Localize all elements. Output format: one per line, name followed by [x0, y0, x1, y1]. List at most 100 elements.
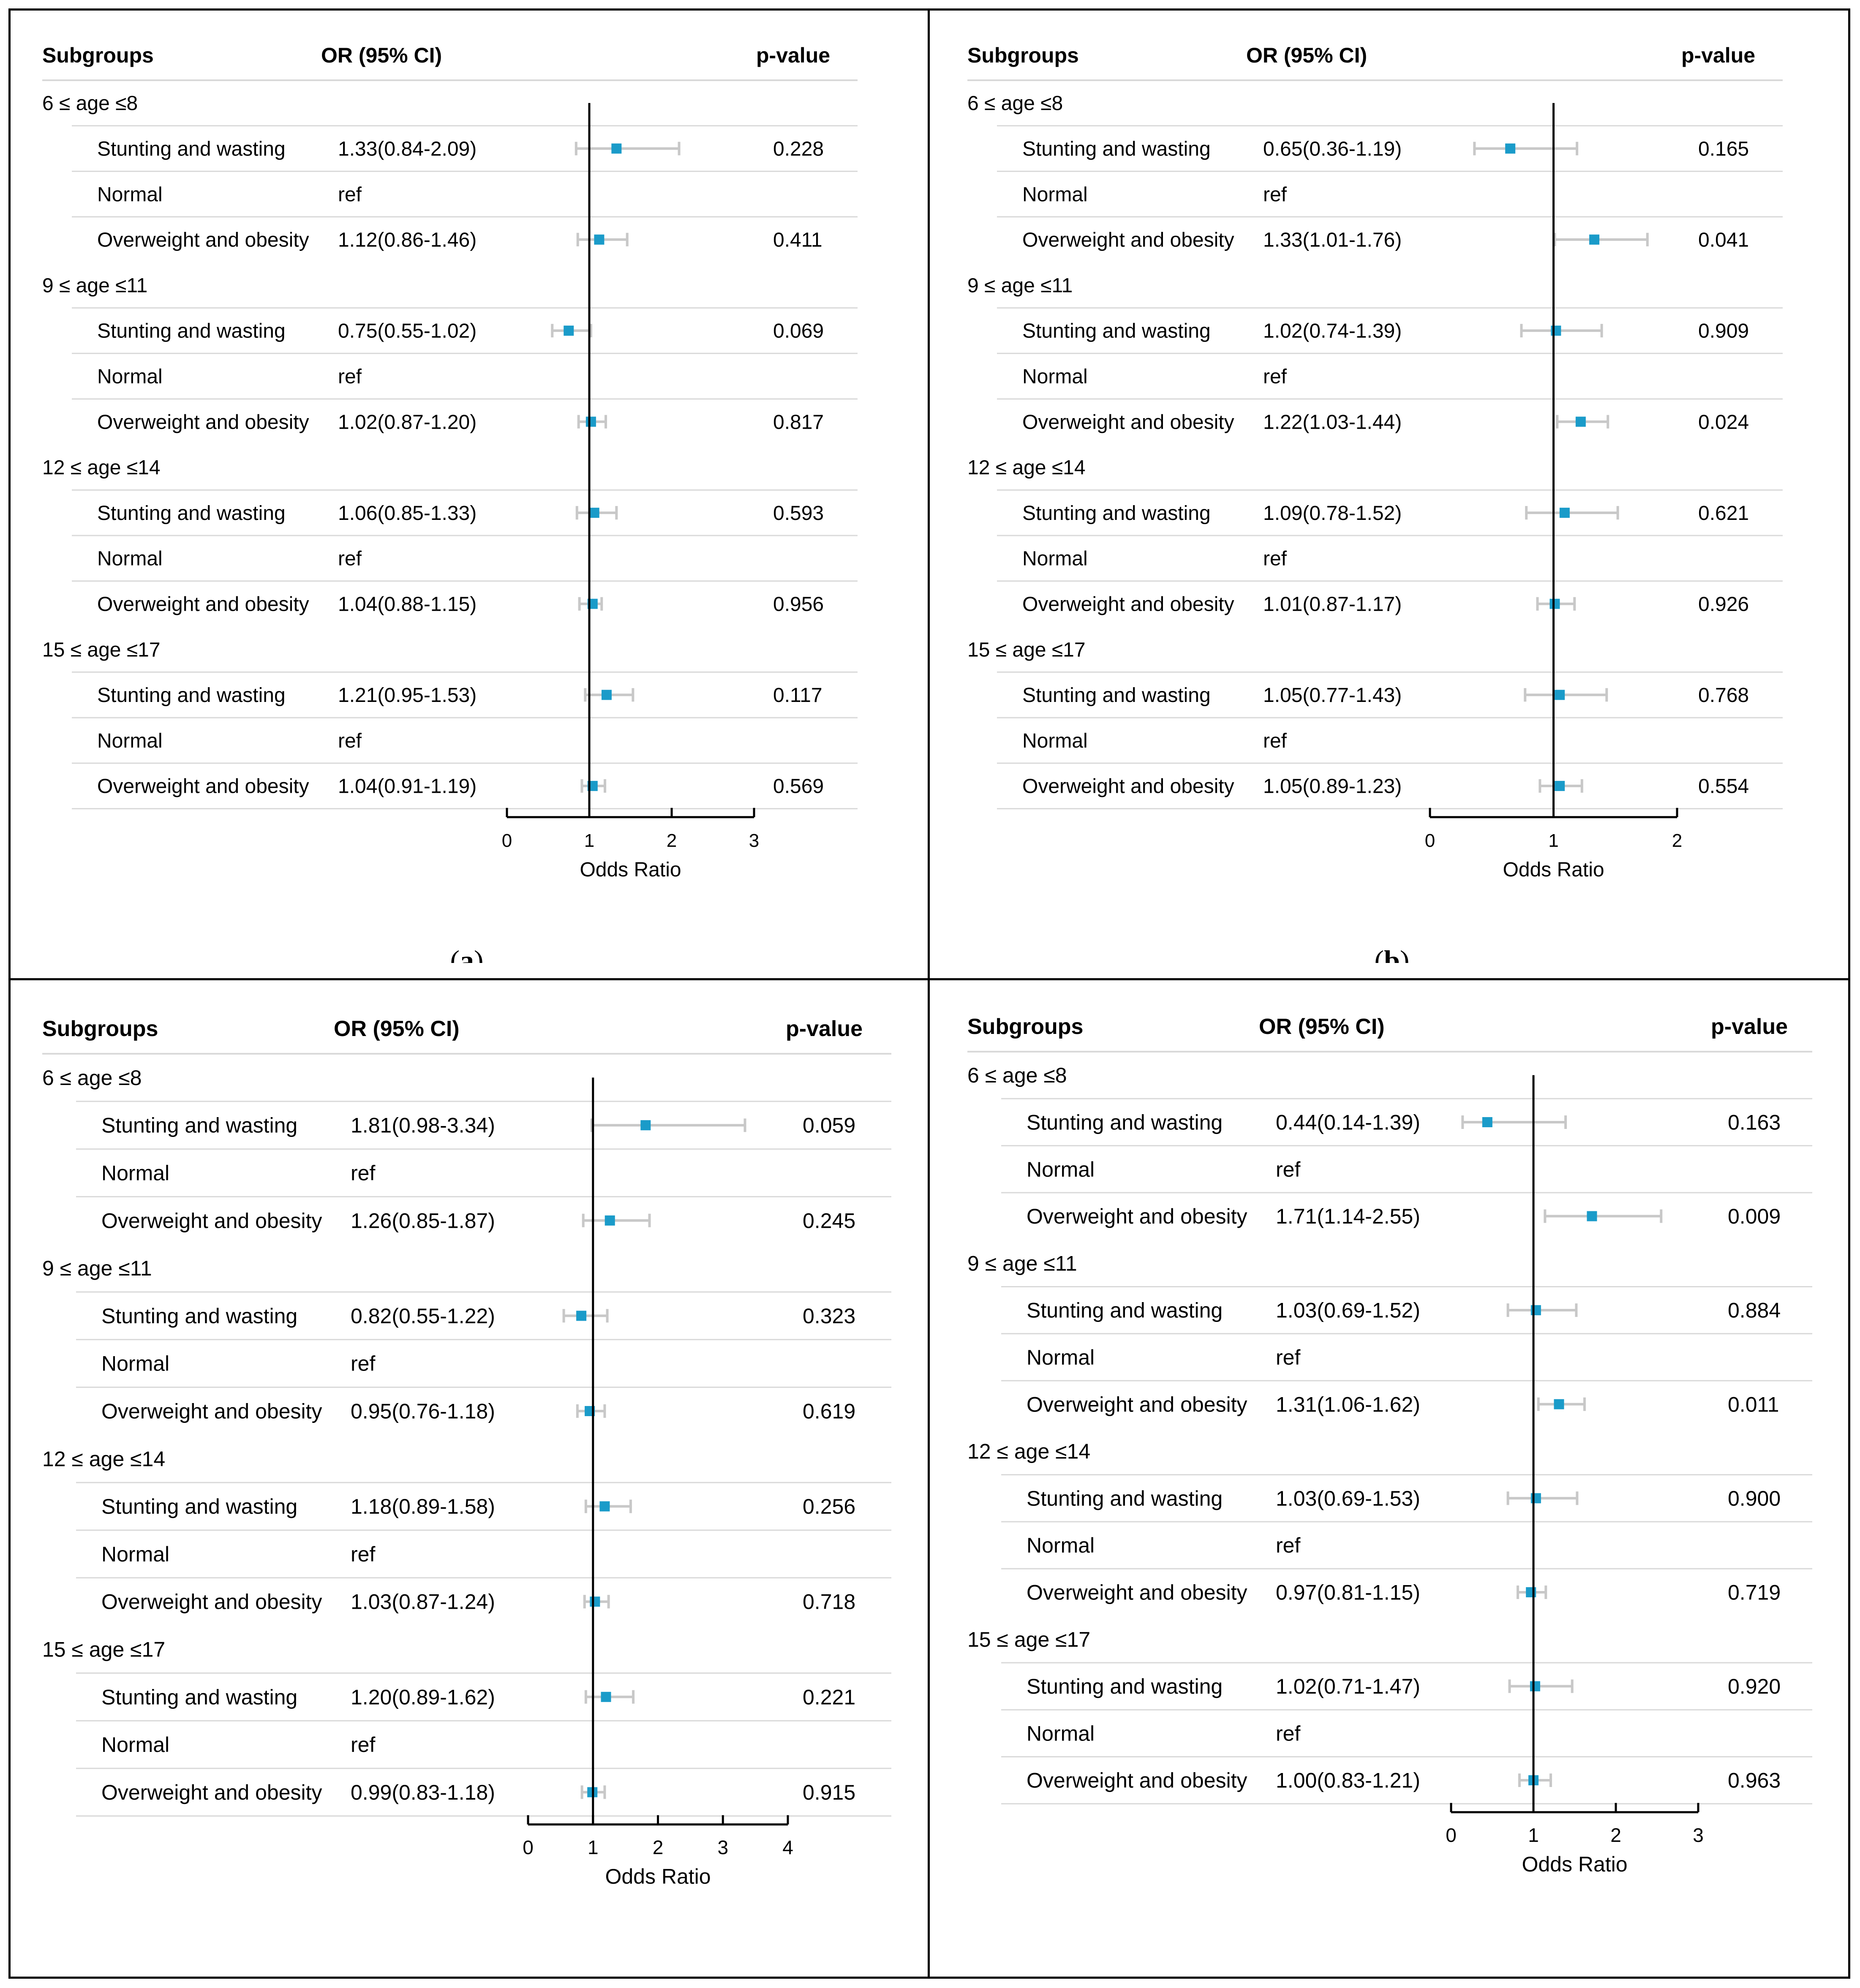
group-label: 6 ≤ age ≤8 — [42, 92, 138, 115]
p-value-text: 0.024 — [1698, 411, 1749, 433]
or-ci-text: 0.82(0.55-1.22) — [351, 1304, 495, 1328]
or-point-marker — [1587, 1211, 1597, 1221]
or-ci-text: 1.21(0.95-1.53) — [338, 684, 477, 707]
group-label: 15 ≤ age ≤17 — [42, 1638, 165, 1662]
header-subgroups: Subgroups — [42, 1017, 158, 1041]
group-label: 12 ≤ age ≤14 — [967, 1440, 1090, 1463]
p-value-text: 0.245 — [803, 1209, 855, 1232]
or-point-marker — [589, 508, 599, 518]
row-label: Overweight and obesity — [101, 1781, 322, 1804]
or-ci-text: ref — [1263, 183, 1287, 206]
row-label: Normal — [1027, 1346, 1095, 1369]
row-label: Overweight and obesity — [1022, 775, 1234, 798]
forest-panel-b: Subgroups OR (95% CI) p-value 6 ≤ age ≤8 Stu… — [938, 13, 1846, 963]
or-ci-text: ref — [1263, 730, 1287, 752]
row-label: Overweight and obesity — [101, 1590, 322, 1614]
x-tick-label: 0 — [1446, 1824, 1457, 1846]
or-point-marker — [1555, 690, 1565, 700]
or-ci-text: 1.04(0.88-1.15) — [338, 593, 477, 616]
or-ci-text: 1.00(0.83-1.21) — [1276, 1769, 1420, 1792]
or-point-marker — [601, 690, 612, 700]
or-ci-text: ref — [1276, 1534, 1300, 1557]
row-label: Overweight and obesity — [97, 229, 309, 251]
or-ci-text: ref — [1263, 366, 1287, 388]
forest-plot-c: Subgroups OR (95% CI) p-value 6 ≤ age ≤8 Stu… — [42, 1017, 891, 1888]
group-label: 9 ≤ age ≤11 — [42, 1256, 152, 1280]
row-label: Normal — [101, 1352, 169, 1376]
or-ci-text: 1.81(0.98-3.34) — [351, 1114, 495, 1137]
row-label: Stunting and wasting — [1027, 1675, 1223, 1698]
or-ci-text: ref — [351, 1352, 375, 1376]
row-label: Stunting and wasting — [97, 138, 286, 160]
group-label: 9 ≤ age ≤11 — [42, 275, 147, 297]
row-label: Normal — [1022, 366, 1088, 388]
or-ci-text: ref — [338, 730, 362, 752]
or-ci-text: 0.75(0.55-1.02) — [338, 320, 477, 343]
header-subgroups: Subgroups — [967, 44, 1079, 67]
forest-panel-a: Subgroups OR (95% CI) p-value 6 ≤ age ≤8 Stu… — [13, 13, 921, 963]
panel-label-a: a — [460, 944, 474, 963]
or-point-marker — [576, 1311, 587, 1321]
x-tick-label: 2 — [653, 1836, 664, 1858]
or-ci-text: 1.18(0.89-1.58) — [351, 1495, 495, 1518]
p-value-text: 0.963 — [1728, 1769, 1781, 1792]
or-ci-text: 1.71(1.14-2.55) — [1276, 1205, 1420, 1228]
group-label: 12 ≤ age ≤14 — [42, 1447, 165, 1471]
row-label: Stunting and wasting — [1022, 684, 1211, 707]
row-label: Stunting and wasting — [97, 684, 286, 707]
p-value-text: 0.920 — [1728, 1675, 1781, 1698]
or-point-marker — [1482, 1117, 1492, 1127]
or-ci-text: 1.03(0.69-1.53) — [1276, 1487, 1420, 1510]
row-label: Overweight and obesity — [1022, 411, 1234, 433]
x-tick-label: 3 — [749, 830, 759, 851]
group-label: 9 ≤ age ≤11 — [967, 275, 1073, 297]
row-label: Stunting and wasting — [1022, 138, 1211, 160]
p-value-text: 0.554 — [1698, 775, 1749, 798]
forest-panel-c: Subgroups OR (95% CI) p-value 6 ≤ age ≤8 Stu… — [13, 984, 921, 1934]
x-tick-label: 1 — [584, 830, 594, 851]
row-label: Overweight and obesity — [97, 775, 309, 798]
row-label: Normal — [101, 1733, 169, 1757]
or-point-marker — [1505, 143, 1516, 154]
or-point-marker — [590, 1596, 600, 1607]
p-value-text: 0.411 — [773, 229, 822, 251]
row-label: Stunting and wasting — [101, 1304, 297, 1328]
row-label: Normal — [97, 183, 163, 206]
or-ci-text: ref — [1276, 1721, 1300, 1745]
row-label: Overweight and obesity — [1027, 1392, 1247, 1416]
row-label: Normal — [1027, 1534, 1095, 1557]
or-ci-text: 1.33(1.01-1.76) — [1263, 229, 1402, 251]
row-label: Normal — [97, 548, 163, 570]
or-ci-text: 1.01(0.87-1.17) — [1263, 593, 1402, 616]
or-ci-text: ref — [351, 1733, 375, 1757]
row-label: Normal — [1022, 183, 1088, 206]
header-p-value: p-value — [756, 44, 830, 67]
row-label: Overweight and obesity — [101, 1400, 322, 1423]
panel-divider-vertical — [928, 8, 930, 1979]
x-tick-label: 2 — [667, 830, 677, 851]
group-label: 9 ≤ age ≤11 — [967, 1251, 1077, 1275]
row-label: Normal — [1022, 548, 1088, 570]
p-value-text: 0.009 — [1728, 1205, 1781, 1228]
row-label: Normal — [97, 730, 163, 752]
row-label: Overweight and obesity — [1027, 1769, 1247, 1792]
row-label: Overweight and obesity — [101, 1209, 322, 1232]
p-value-text: 0.593 — [773, 502, 824, 525]
panel-caption-b: (b) — [938, 944, 1846, 963]
or-ci-text: 1.31(1.06-1.62) — [1276, 1392, 1420, 1416]
row-label: Stunting and wasting — [1022, 502, 1211, 525]
row-label: Normal — [97, 366, 163, 388]
or-point-marker — [601, 1692, 611, 1702]
or-ci-text: 1.09(0.78-1.52) — [1263, 502, 1402, 525]
or-ci-text: ref — [351, 1542, 375, 1566]
or-point-marker — [1559, 508, 1570, 518]
row-label: Normal — [101, 1161, 169, 1185]
x-tick-label: 0 — [502, 830, 512, 851]
panel-label-b: b — [1384, 944, 1400, 963]
row-label: Stunting and wasting — [97, 502, 286, 525]
row-label: Overweight and obesity — [97, 593, 309, 616]
x-tick-label: 0 — [523, 1836, 534, 1858]
or-point-marker — [1530, 1305, 1541, 1316]
x-axis-label: Odds Ratio — [580, 859, 681, 881]
forest-plot-d: Subgroups OR (95% CI) p-value 6 ≤ age ≤8 Stu… — [967, 1014, 1812, 1876]
